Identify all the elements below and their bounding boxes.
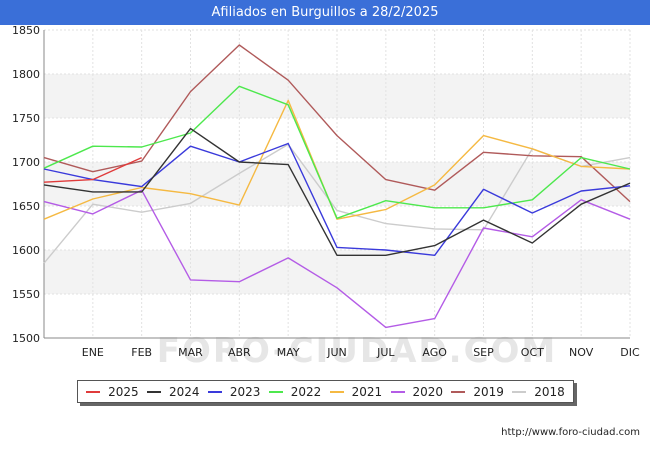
chart-title: Afiliados en Burguillos a 28/2/2025: [0, 0, 650, 25]
x-tick-label: AGO: [422, 346, 447, 359]
series-line-2022: [43, 85, 631, 220]
legend-item-2022: 2022: [268, 384, 322, 399]
watermark-text: FORO-CIUDAD.COM: [157, 331, 558, 371]
series-line-2023: [43, 142, 631, 257]
legend-item-2024: 2024: [147, 385, 200, 399]
legend-item-2021: 2021: [329, 384, 383, 399]
x-tick-label: ENE: [82, 346, 104, 359]
series-line-2019: [43, 44, 631, 203]
legend-swatch: [390, 390, 405, 393]
x-tick-label: ABR: [228, 346, 251, 359]
legend-label: 2024: [169, 384, 200, 399]
x-tick-label: NOV: [569, 346, 594, 359]
legend-swatch: [86, 390, 101, 393]
legend-item-2023: 2023: [207, 384, 261, 399]
legend-label: 2022: [290, 384, 322, 399]
legend-label: 2020: [412, 384, 444, 399]
legend: 2025 2024 2023 2022 2021 2020 2019 2018: [77, 380, 574, 403]
y-tick-label: 1750: [12, 112, 40, 125]
y-tick-label: 1850: [12, 24, 40, 37]
y-tick-label: 1550: [12, 288, 40, 301]
x-tick-label: JUL: [376, 346, 395, 359]
legend-label: 2021: [351, 384, 383, 399]
x-tick-label: OCT: [521, 346, 544, 359]
y-tick-label: 1500: [12, 332, 40, 345]
legend-item-2020: 2020: [390, 384, 444, 399]
x-tick-label: MAR: [178, 346, 203, 359]
x-tick-label: MAY: [277, 346, 300, 359]
series-line-2020: [43, 189, 631, 329]
legend-item-2019: 2019: [451, 385, 504, 399]
legend-swatch: [329, 390, 344, 393]
legend-swatch: [207, 390, 222, 393]
legend-swatch: [268, 390, 283, 393]
y-tick-label: 1800: [12, 68, 40, 81]
x-tick-label: SEP: [473, 346, 494, 359]
y-tick-label: 1650: [12, 200, 40, 213]
x-tick-label: FEB: [131, 346, 152, 359]
series-line-2021: [43, 99, 631, 220]
y-tick-label: 1700: [12, 156, 40, 169]
x-tick-label: JUN: [326, 346, 347, 359]
legend-swatch: [451, 390, 466, 393]
x-tick-label: DIC: [620, 346, 640, 359]
y-tick-label: 1600: [12, 244, 40, 257]
legend-label: 2018: [534, 384, 565, 399]
series-line-2025: [43, 156, 142, 183]
source-credit: http://www.foro-ciudad.com: [501, 427, 640, 438]
series-line-2024: [43, 127, 631, 257]
legend-label: 2019: [473, 384, 504, 399]
legend-label: 2023: [229, 384, 261, 399]
legend-item-2025: 2025: [86, 385, 139, 399]
legend-label: 2025: [108, 384, 139, 399]
legend-swatch: [147, 390, 162, 393]
legend-swatch: [512, 390, 527, 393]
legend-item-2018: 2018: [512, 385, 565, 399]
